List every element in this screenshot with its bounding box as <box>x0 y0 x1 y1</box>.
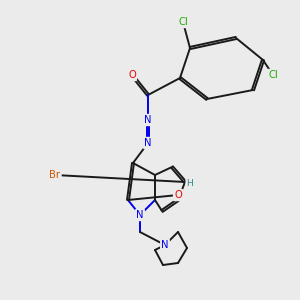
Text: N: N <box>161 240 169 250</box>
Text: O: O <box>128 70 136 80</box>
Text: Cl: Cl <box>268 70 278 80</box>
Text: Cl: Cl <box>178 17 188 27</box>
Text: Br: Br <box>50 170 61 180</box>
Text: N: N <box>136 210 144 220</box>
Text: N: N <box>144 115 152 125</box>
Text: H: H <box>187 178 194 188</box>
Text: O: O <box>174 190 182 200</box>
Text: N: N <box>144 138 152 148</box>
